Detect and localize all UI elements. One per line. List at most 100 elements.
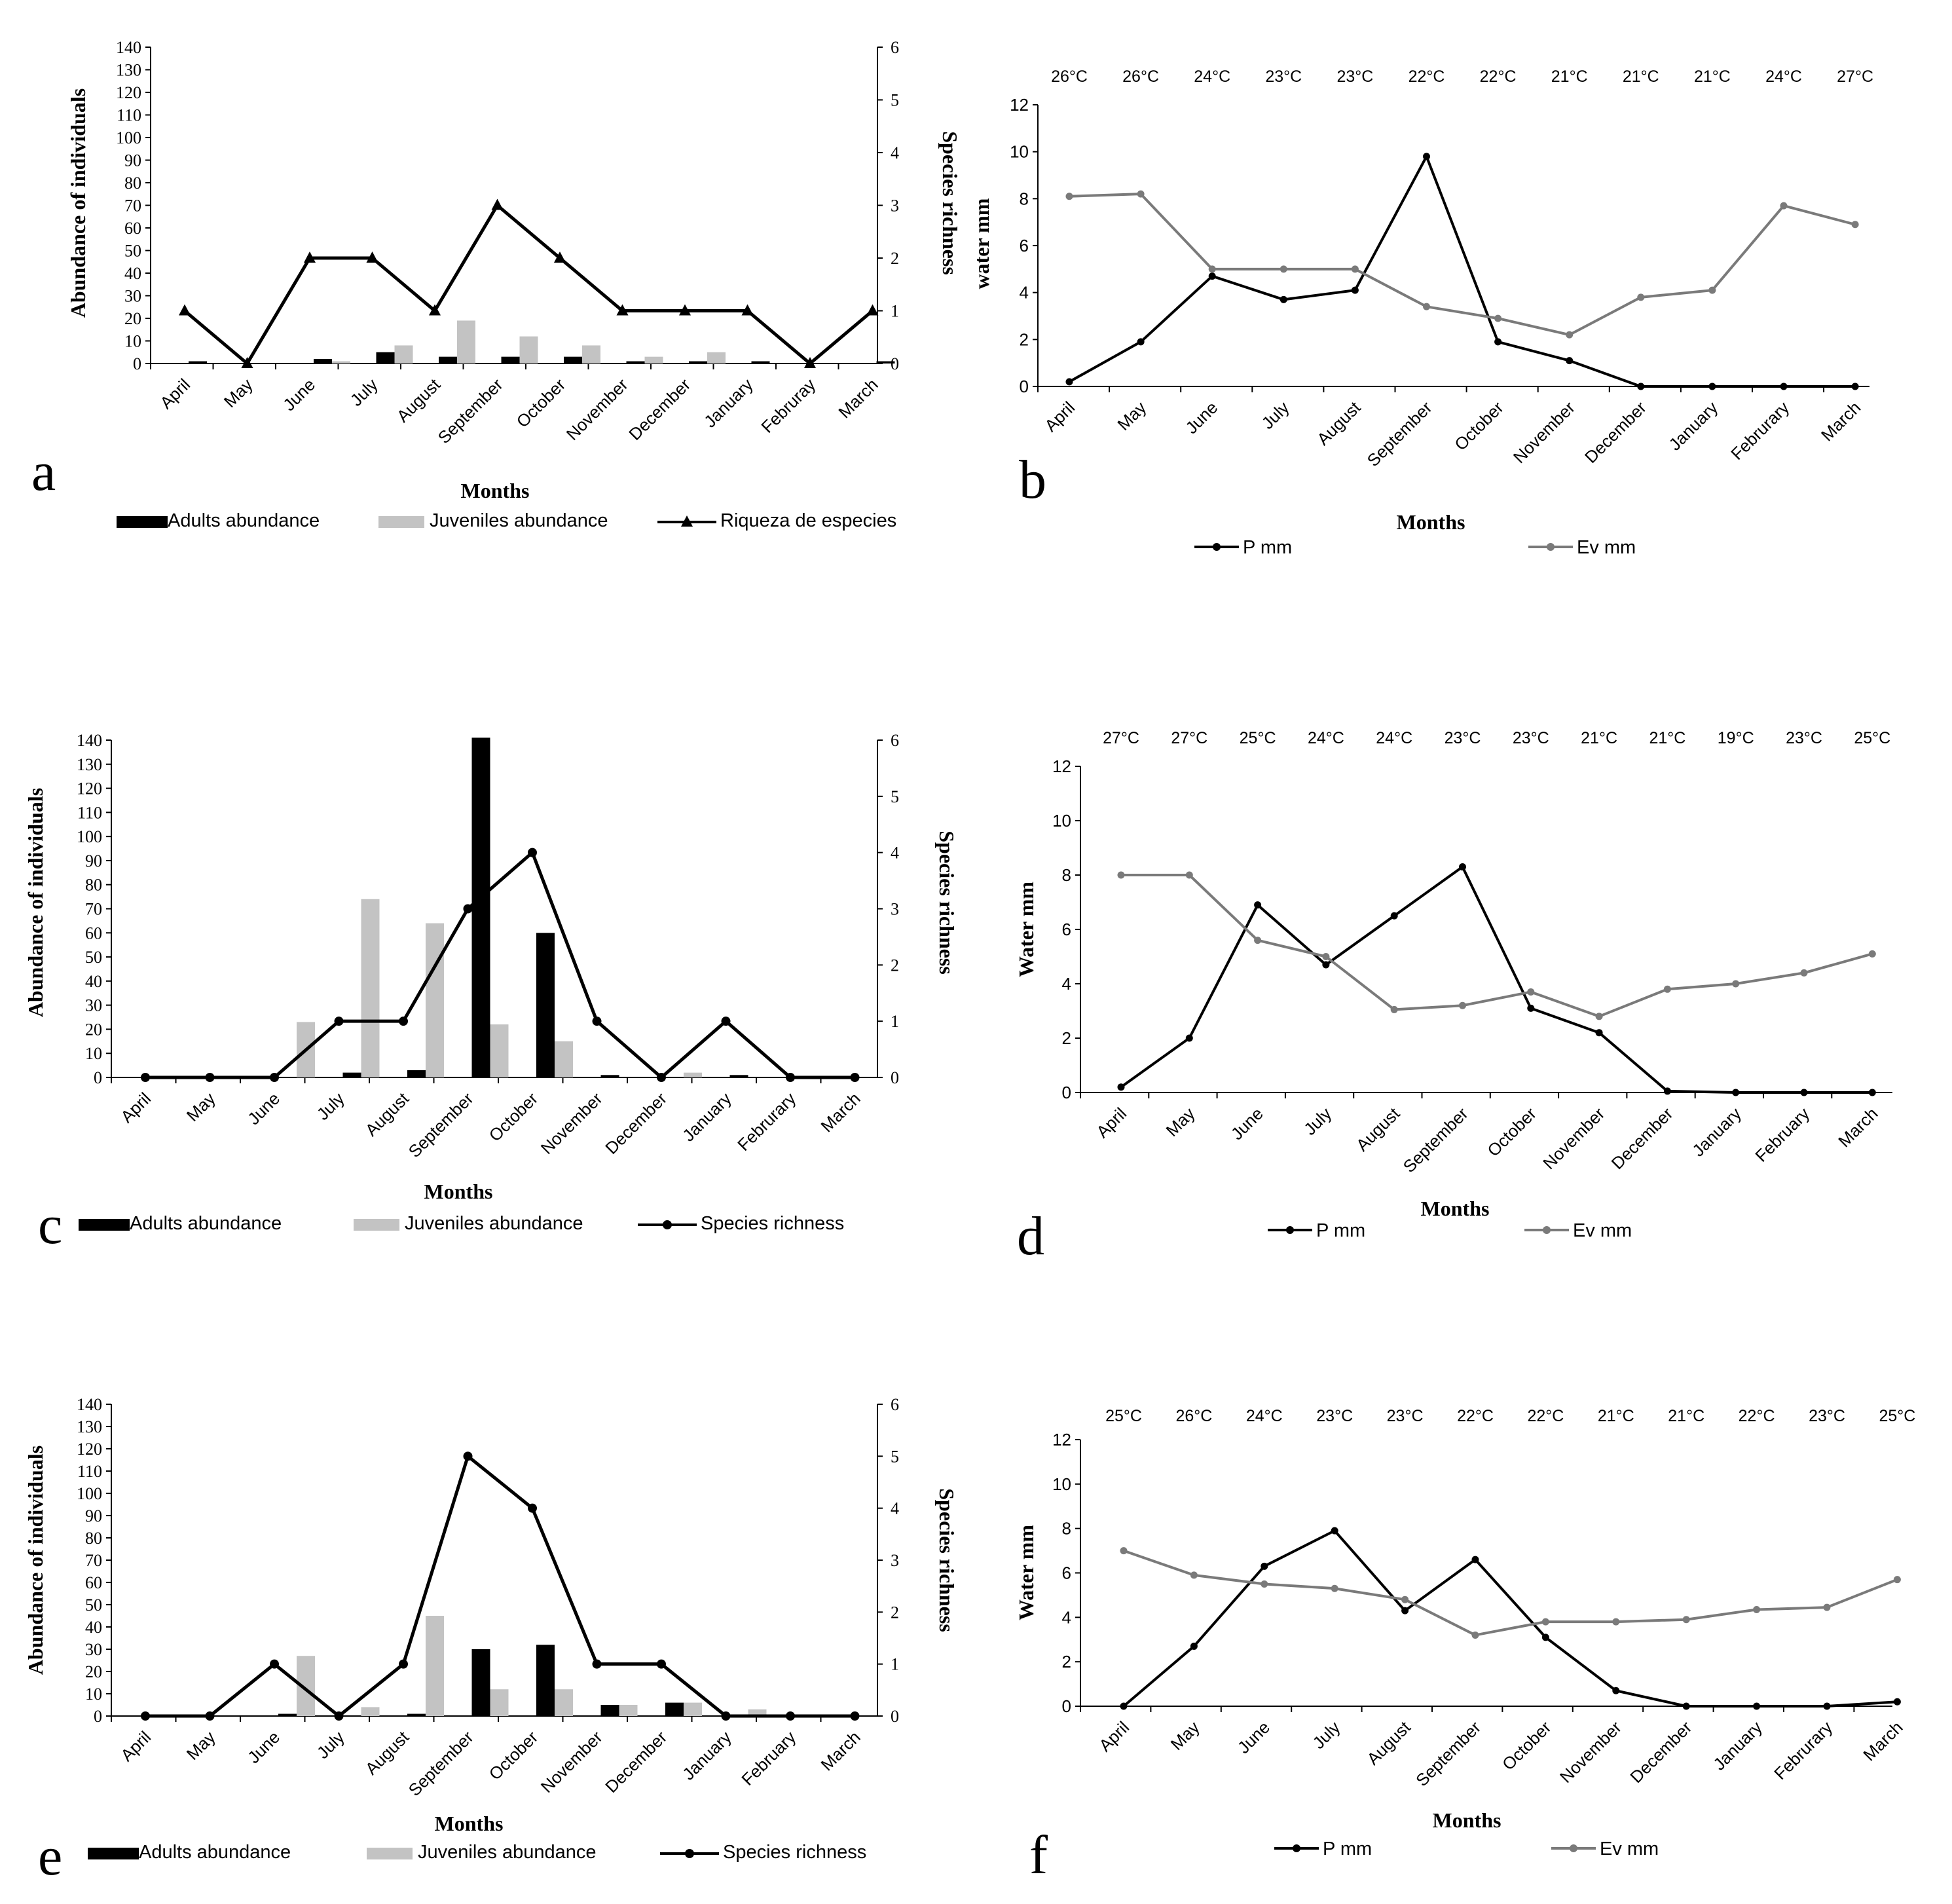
point-p-mm-november [1612,1687,1620,1694]
temperature-label-july: 23°C [1265,67,1302,86]
x-tick-label-november: November [1539,1104,1608,1173]
bar-juveniles-december [684,1072,702,1077]
point-richness-december [657,1659,666,1669]
y-tick-label: 60 [85,924,102,943]
temperature-label-may: 26°C [1122,67,1159,86]
temperature-label-january: 19°C [1718,729,1754,747]
point-ev-mm-december [1637,293,1645,301]
temperature-label-september: 22°C [1409,67,1445,86]
x-tick-label-september: September [434,375,507,447]
bar-juveniles-december [707,352,726,364]
bar-adults-october [564,356,582,364]
y-tick-label: 90 [85,1506,102,1525]
x-tick-label-november: November [537,1089,606,1158]
x-tick-label-june: June [279,375,319,415]
legend-swatch-juveniles [378,516,424,528]
temperature-label-april: 26°C [1051,67,1088,86]
x-tick-label-december: December [601,1727,671,1797]
y2-tick-label: 3 [891,900,899,919]
point-p-mm-may [1137,338,1145,346]
point-ev-mm-august [1401,1596,1409,1603]
point-p-mm-july [1331,1527,1338,1535]
bar-juveniles-september [519,336,538,364]
y-tick-label: 130 [116,61,141,80]
temperature-label-june: 24°C [1194,67,1230,86]
legend-label-p-mm: P mm [1243,537,1292,558]
bar-adults-january [751,361,770,364]
x-tick-label-march: March [834,375,881,422]
legend-marker-richness [663,1220,672,1229]
point-p-mm-march [1893,1698,1901,1706]
y-tick-label: 6 [1020,236,1029,255]
x-tick-label-december: December [1626,1717,1695,1787]
point-ev-mm-may [1137,190,1145,198]
y2-tick-label: 1 [891,302,899,321]
point-p-mm-april [1120,1702,1128,1710]
line-species-richness [183,204,874,365]
x-tick-label-june: June [244,1727,284,1767]
x-tick-label-july: July [1309,1717,1344,1753]
x-tick-label-september: September [1399,1104,1472,1176]
y-tick-label: 130 [77,1417,102,1436]
bar-adults-january [729,1075,748,1077]
x-tick-label-january: January [700,375,757,432]
x-tick-label-december: December [1581,398,1650,467]
x-tick-label-february: February [737,1727,800,1789]
y-axis-title: Water mm [1014,1525,1038,1620]
y-tick-label: 8 [1020,189,1029,208]
legend-swatch-adults [88,1848,139,1859]
point-ev-mm-march [1868,950,1876,958]
y-axis-title: Abundance of individuals [66,88,90,318]
y2-tick-label: 3 [891,196,899,215]
point-p-mm-june [1208,272,1216,280]
temperature-label-october: 22°C [1480,67,1517,86]
x-tick-label-august: August [361,1727,413,1778]
y-tick-label: 130 [77,755,102,774]
y-tick-label: 120 [77,1440,102,1459]
point-ev-mm-september [1459,1001,1466,1009]
point-richness-october [554,252,566,263]
point-richness-march [866,304,879,316]
bar-adults-august [407,1070,426,1077]
point-richness-may [205,1711,215,1721]
temperature-label-july: 23°C [1316,1407,1353,1425]
temperature-label-november: 21°C [1598,1407,1634,1425]
point-richness-september [463,1451,473,1461]
point-richness-january [721,1017,731,1026]
y-tick-label: 50 [124,242,141,261]
temperature-label-februrary: 24°C [1765,67,1802,86]
x-tick-label-august: August [1313,397,1365,449]
point-p-mm-march [1851,383,1859,390]
point-p-mm-september [1423,153,1430,160]
y-tick-label: 30 [124,287,141,306]
point-ev-mm-july [1322,953,1330,960]
point-richness-october [528,1503,537,1513]
legend-swatch-adults [117,516,168,528]
x-tick-label-april: April [156,375,194,413]
legend-label-adults: Adults abundance [130,1213,282,1234]
point-ev-mm-january [1753,1605,1761,1613]
x-tick-label-october: October [513,375,570,432]
y2-tick-label: 6 [891,38,899,57]
x-tick-label-september: September [1363,398,1436,470]
x-axis-title: Months [1421,1197,1490,1220]
point-richness-june [270,1659,279,1669]
x-tick-label-january: January [1665,398,1722,455]
bar-juveniles-december [684,1702,702,1716]
bar-juveniles-june [332,361,350,364]
point-ev-mm-november [1595,1013,1603,1020]
bar-juveniles-july [394,345,413,364]
point-richness-september [491,198,504,210]
y-tick-label: 70 [85,900,102,919]
x-tick-label-april: April [1095,1717,1133,1755]
point-ev-mm-january [1708,286,1716,294]
y-tick-label: 20 [124,309,141,328]
temperature-label-june: 24°C [1246,1407,1283,1425]
bar-adults-september [471,737,490,1077]
y-tick-label: 70 [124,196,141,215]
point-ev-mm-may [1190,1571,1198,1579]
x-tick-label-january: January [1709,1717,1766,1774]
y-tick-label: 8 [1062,865,1071,885]
y-tick-label: 2 [1062,1652,1071,1671]
